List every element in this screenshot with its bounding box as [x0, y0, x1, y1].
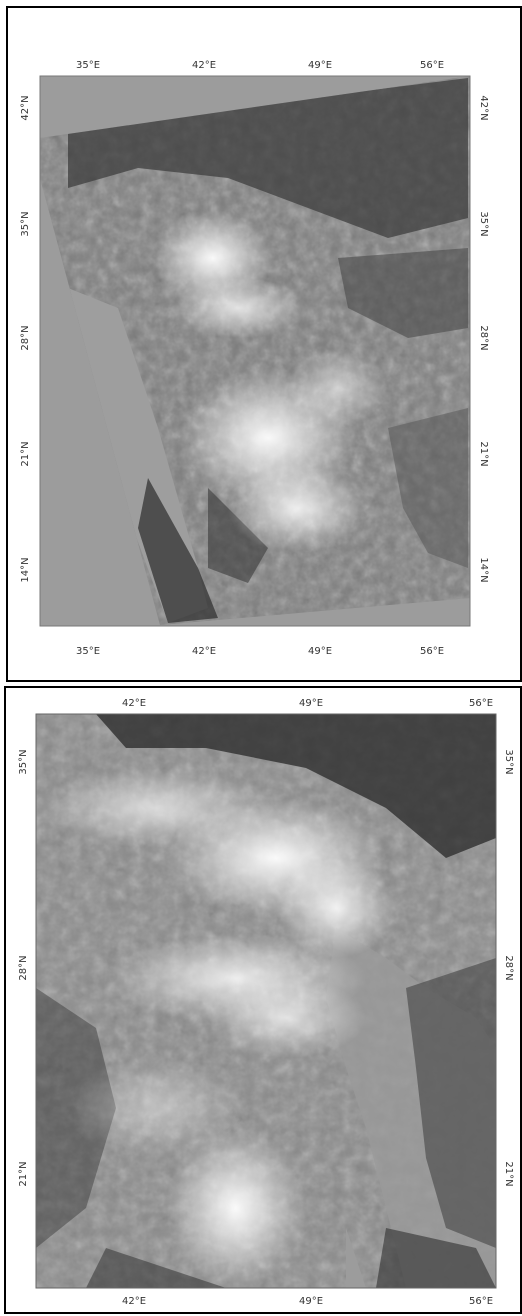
map-panel-bottom: 42°E 49°E 56°E 42°E 49°E 56°E 35°N 28°N … — [4, 686, 522, 1314]
lat-tick-left: 35°N — [18, 749, 29, 774]
lat-tick-right: 28°N — [478, 325, 489, 350]
lat-tick-left: 28°N — [18, 955, 29, 980]
lon-tick-bottom: 56°E — [420, 646, 444, 657]
satellite-swath — [36, 714, 496, 1288]
lon-tick-bottom: 49°E — [308, 646, 332, 657]
lat-tick-left: 21°N — [20, 441, 31, 466]
lon-tick-bottom: 42°E — [192, 646, 216, 657]
lat-tick-right: 21°N — [478, 441, 489, 466]
lon-tick-top: 42°E — [192, 60, 216, 71]
lon-tick-top: 49°E — [299, 698, 323, 709]
lat-tick-right: 35°N — [478, 211, 489, 236]
lat-tick-right: 28°N — [503, 955, 514, 980]
satellite-map-bottom: 42°E 49°E 56°E 42°E 49°E 56°E 35°N 28°N … — [18, 698, 514, 1307]
lat-tick-right: 21°N — [503, 1161, 514, 1186]
lon-tick-top: 42°E — [122, 698, 146, 709]
land-dark-north — [96, 714, 496, 858]
satellite-map-top: 35°E 42°E 49°E 56°E 35°E 42°E 49°E 56°E … — [20, 60, 489, 657]
lon-tick-top: 35°E — [76, 60, 100, 71]
lon-tick-bottom: 35°E — [76, 646, 100, 657]
lon-tick-bottom: 56°E — [469, 1296, 493, 1307]
satellite-swath — [40, 76, 470, 625]
lon-tick-top: 56°E — [420, 60, 444, 71]
lon-tick-bottom: 49°E — [299, 1296, 323, 1307]
lon-tick-top: 49°E — [308, 60, 332, 71]
lon-tick-top: 56°E — [469, 698, 493, 709]
lat-tick-left: 42°N — [20, 95, 31, 120]
lat-tick-left: 35°N — [20, 211, 31, 236]
map-panel-top: 35°E 42°E 49°E 56°E 35°E 42°E 49°E 56°E … — [6, 6, 522, 682]
lat-tick-left: 21°N — [18, 1161, 29, 1186]
lat-tick-right: 42°N — [478, 95, 489, 120]
lat-tick-right: 35°N — [503, 749, 514, 774]
dust-plume-south — [166, 1128, 306, 1288]
lon-tick-bottom: 42°E — [122, 1296, 146, 1307]
swath-gap — [346, 1228, 366, 1288]
lat-tick-left: 14°N — [20, 557, 31, 582]
lat-tick-right: 14°N — [478, 557, 489, 582]
lat-tick-left: 28°N — [20, 325, 31, 350]
